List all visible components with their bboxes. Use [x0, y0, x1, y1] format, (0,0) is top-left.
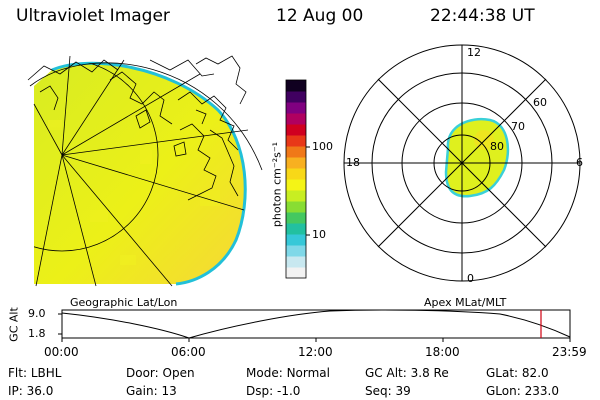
colorbar-swatch	[286, 212, 306, 224]
alt-axis-title: GC Alt	[7, 307, 21, 342]
colorbar-swatch	[286, 234, 306, 246]
colorbar-tick-10: 10	[312, 228, 326, 241]
alt-tick-1-8: 1.8	[28, 327, 46, 340]
info-value: Open	[162, 366, 195, 380]
auroral-emission	[34, 63, 246, 285]
info-label: IP:	[8, 384, 23, 398]
colorbar-swatch	[286, 135, 306, 147]
lat-lon-grid	[29, 55, 263, 287]
alt-tick-9: 9.0	[28, 307, 46, 320]
coastlines	[27, 55, 247, 201]
colorbar-swatch	[286, 223, 306, 235]
auroral-oval	[446, 119, 508, 197]
info-label: Seq:	[365, 384, 392, 398]
info-door: Door: Open	[126, 366, 195, 380]
geographic-label: Geographic Lat/Lon	[70, 296, 178, 309]
colorbar-tick-100: 100	[312, 140, 333, 153]
info-label: GC Alt:	[365, 366, 407, 380]
info-value: -1.0	[276, 384, 301, 398]
x-tick-0000: 00:00	[44, 345, 79, 359]
colorbar-swatch	[286, 245, 306, 257]
lat-label-80: 80	[490, 140, 504, 153]
info-seq: Seq: 39	[365, 384, 411, 398]
info-label: GLon:	[486, 384, 521, 398]
info-ip: IP: 36.0	[8, 384, 53, 398]
info-label: Mode:	[246, 366, 283, 380]
info-label: Door:	[126, 366, 159, 380]
x-tick-1200: 12:00	[298, 345, 333, 359]
info-gain: Gain: 13	[126, 384, 177, 398]
info-flt: Flt: LBHL	[8, 366, 61, 380]
altitude-plot	[58, 309, 571, 342]
colorbar-swatch	[286, 256, 306, 268]
info-mode: Mode: Normal	[246, 366, 330, 380]
info-value: LBHL	[30, 366, 62, 380]
info-label: GLat:	[486, 366, 519, 380]
date-label: 12 Aug 00	[276, 6, 364, 26]
colorbar-swatch	[286, 80, 306, 92]
mlt-label-18: 18	[346, 156, 360, 169]
colorbar-swatch	[286, 124, 306, 136]
info-gc-alt: GC Alt: 3.8 Re	[365, 366, 449, 380]
info-value: 233.0	[524, 384, 559, 398]
info-glon: GLon: 233.0	[486, 384, 559, 398]
info-label: Dsp:	[246, 384, 274, 398]
time-label: 22:44:38 UT	[430, 6, 535, 26]
info-value: 36.0	[26, 384, 54, 398]
info-value: 3.8 Re	[410, 366, 449, 380]
lat-label-60: 60	[533, 96, 547, 109]
lat-label-70: 70	[511, 120, 525, 133]
info-label: Gain:	[126, 384, 158, 398]
color-scale-bar	[285, 79, 310, 279]
mlt-label-6: 6	[576, 156, 583, 169]
info-value: 82.0	[521, 366, 549, 380]
x-tick-2359: 23:59	[552, 345, 587, 359]
colorbar-unit-label: photon cm⁻²s⁻¹	[270, 141, 284, 228]
polar-plot	[343, 44, 581, 282]
instrument-title: Ultraviolet Imager	[16, 6, 170, 26]
colorbar-swatch	[286, 157, 306, 169]
colorbar-swatch	[286, 91, 306, 103]
info-value: 39	[395, 384, 411, 398]
colorbar-swatch	[286, 179, 306, 191]
colorbar-swatch	[286, 113, 306, 125]
x-tick-1800: 18:00	[425, 345, 460, 359]
geographic-map	[27, 55, 263, 287]
colorbar-swatch	[286, 146, 306, 158]
info-glat: GLat: 82.0	[486, 366, 549, 380]
mlt-label-12: 12	[467, 46, 481, 59]
info-label: Flt:	[8, 366, 27, 380]
colorbar-swatch	[286, 168, 306, 180]
colorbar-swatch	[286, 102, 306, 114]
colorbar-swatch	[286, 267, 306, 279]
info-value: Normal	[286, 366, 330, 380]
colorbar-swatch	[286, 190, 306, 202]
x-tick-0600: 06:00	[171, 345, 206, 359]
apex-label: Apex MLat/MLT	[424, 296, 507, 309]
info-value: 13	[161, 384, 177, 398]
altitude-curve	[61, 309, 571, 339]
mlt-label-0: 0	[467, 272, 474, 285]
colorbar-swatch	[286, 201, 306, 213]
info-dsp: Dsp: -1.0	[246, 384, 300, 398]
